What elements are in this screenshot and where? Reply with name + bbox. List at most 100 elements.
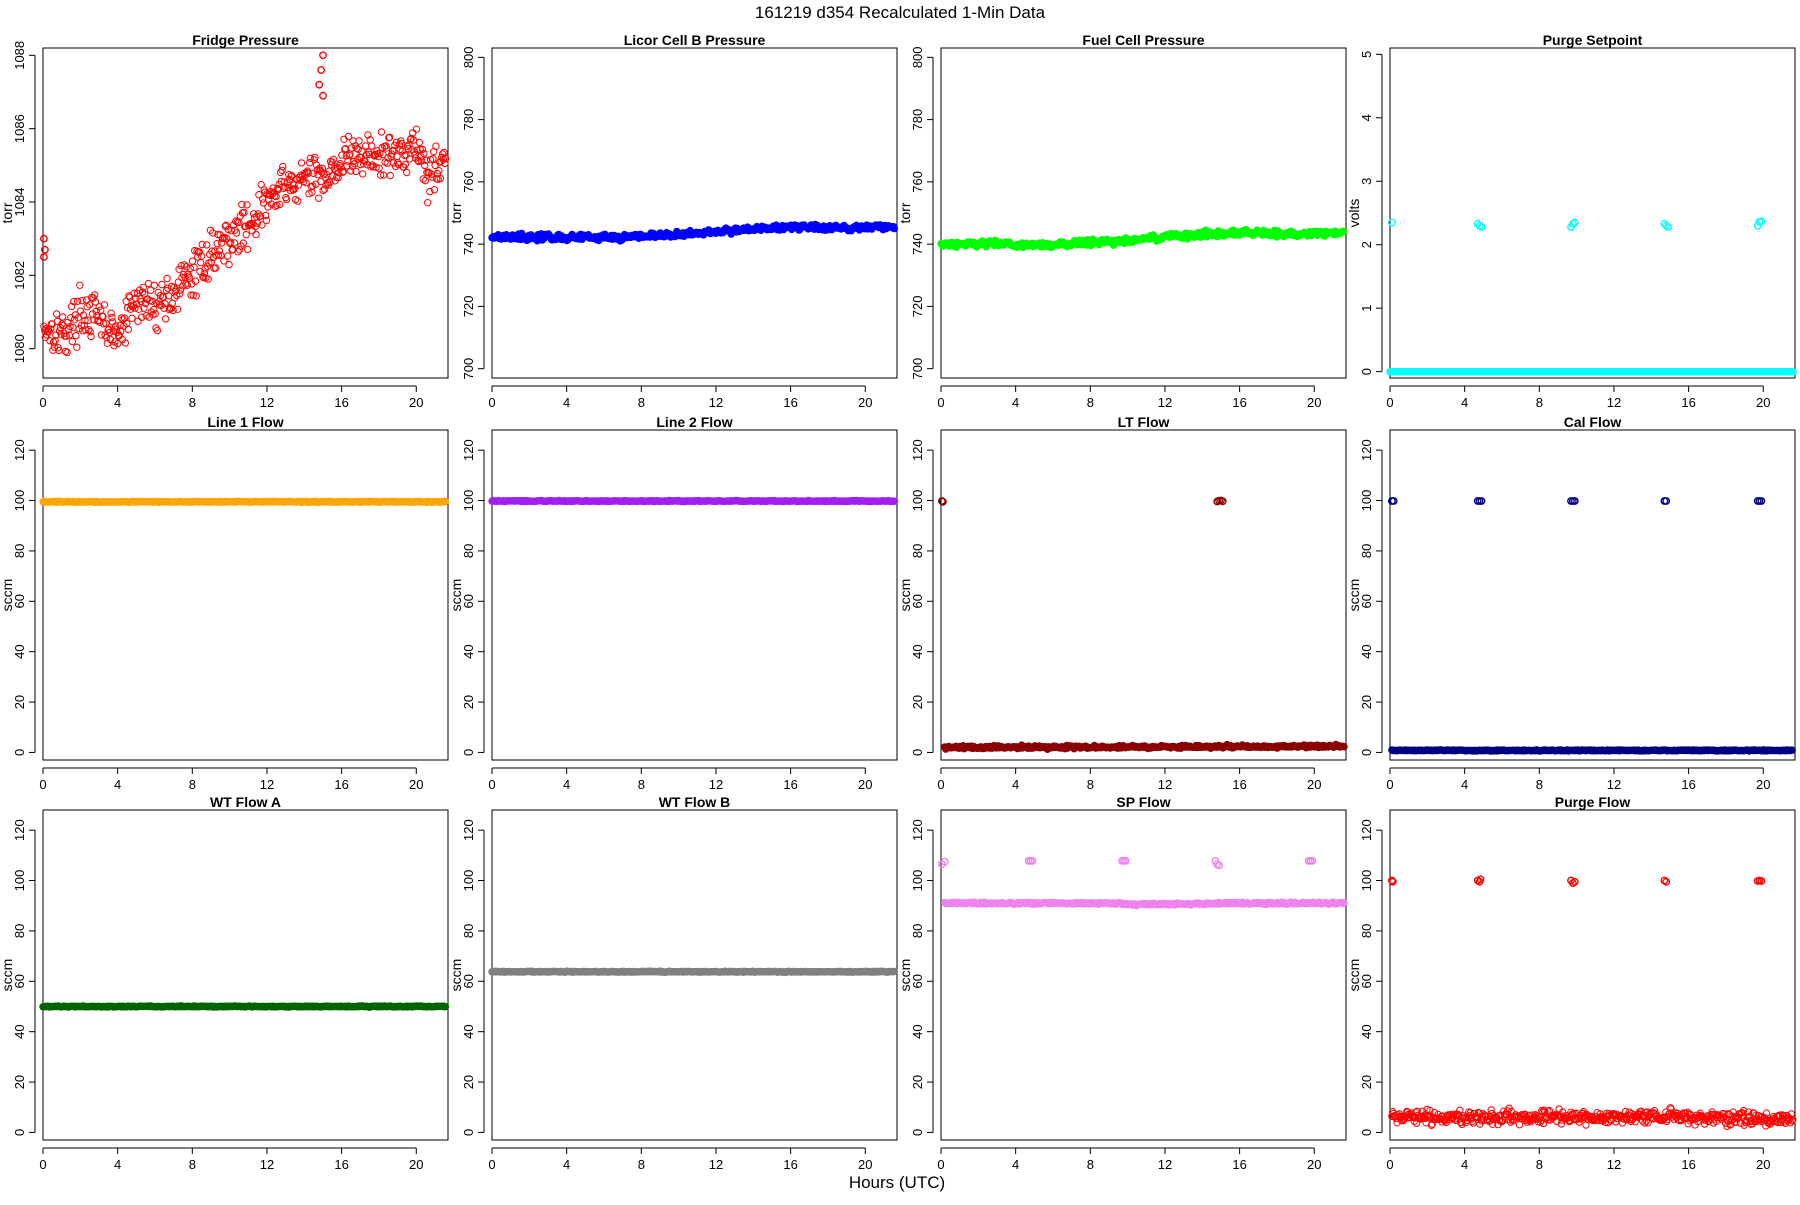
plot-frame	[1390, 430, 1795, 760]
data-point	[236, 247, 242, 253]
y-tick-label: 800	[910, 46, 925, 68]
x-tick-label: 4	[1012, 395, 1019, 410]
x-tick-label: 12	[1158, 777, 1172, 792]
x-tick-label: 8	[1087, 1157, 1094, 1172]
panel-title: Licor Cell B Pressure	[624, 32, 766, 48]
x-tick-label: 16	[334, 1157, 348, 1172]
y-tick-label: 60	[910, 974, 925, 988]
y-tick-label: 700	[910, 358, 925, 380]
y-tick-label: 80	[1359, 544, 1374, 558]
x-tick-label: 0	[488, 1157, 495, 1172]
plot-frame	[941, 810, 1346, 1140]
y-tick-label: 20	[461, 695, 476, 709]
data-point	[74, 344, 80, 350]
series-points	[489, 968, 898, 976]
x-tick-label: 0	[937, 1157, 944, 1172]
y-tick-label: 120	[910, 819, 925, 841]
x-tick-label: 12	[260, 1157, 274, 1172]
data-point	[891, 498, 897, 504]
x-tick-label: 20	[1307, 1157, 1321, 1172]
y-tick-label: 1082	[12, 261, 27, 290]
panel-title: Fuel Cell Pressure	[1082, 32, 1204, 48]
panel-title: Fridge Pressure	[192, 32, 299, 48]
x-tick-label: 16	[783, 1157, 797, 1172]
data-point	[145, 280, 151, 286]
series-points	[939, 497, 1348, 752]
plot-frame	[492, 48, 897, 378]
data-point	[442, 1003, 448, 1009]
y-tick-label: 20	[910, 1075, 925, 1089]
data-point	[159, 281, 165, 287]
y-tick-label: 760	[910, 171, 925, 193]
y-tick-label: 120	[1359, 439, 1374, 461]
y-tick-label: 80	[461, 924, 476, 938]
data-point	[41, 254, 47, 260]
x-tick-label: 0	[39, 395, 46, 410]
plot-frame	[43, 430, 448, 760]
x-tick-label: 4	[114, 777, 121, 792]
data-point	[73, 332, 79, 338]
panel-title: LT Flow	[1118, 414, 1170, 430]
data-point	[1340, 228, 1346, 234]
y-tick-label: 0	[1359, 368, 1374, 375]
x-tick-label: 0	[39, 777, 46, 792]
y-tick-label: 1	[1359, 305, 1374, 312]
data-point	[253, 231, 259, 237]
data-point	[191, 264, 197, 270]
y-tick-label: 20	[461, 1075, 476, 1089]
data-point	[125, 326, 131, 332]
series-points	[40, 1003, 449, 1011]
y-tick-label: 80	[12, 924, 27, 938]
y-tick-label: 100	[910, 870, 925, 892]
x-tick-label: 20	[1756, 395, 1770, 410]
series-points	[40, 498, 449, 506]
y-tick-label: 2	[1359, 241, 1374, 248]
y-axis-label: torr	[897, 202, 913, 223]
x-tick-label: 12	[260, 777, 274, 792]
x-tick-label: 20	[409, 395, 423, 410]
y-tick-label: 100	[1359, 490, 1374, 512]
x-tick-label: 20	[409, 777, 423, 792]
data-point	[413, 126, 419, 132]
series-points	[938, 226, 1347, 250]
data-point	[187, 265, 193, 271]
x-tick-label: 0	[1386, 395, 1393, 410]
y-tick-label: 40	[910, 1024, 925, 1038]
data-point	[280, 163, 286, 169]
x-tick-label: 16	[334, 777, 348, 792]
x-tick-label: 0	[488, 777, 495, 792]
data-point	[360, 171, 366, 177]
x-tick-label: 0	[1386, 777, 1393, 792]
data-point	[369, 143, 375, 149]
data-point	[442, 498, 448, 504]
data-point	[224, 235, 230, 241]
data-point	[1789, 747, 1795, 753]
y-tick-label: 120	[461, 819, 476, 841]
y-tick-label: 1088	[12, 41, 27, 70]
y-tick-label: 20	[12, 695, 27, 709]
data-point	[231, 240, 237, 246]
data-point	[307, 155, 313, 161]
x-tick-label: 12	[709, 1157, 723, 1172]
y-tick-label: 0	[461, 1129, 476, 1136]
y-tick-label: 20	[910, 695, 925, 709]
x-tick-label: 0	[937, 777, 944, 792]
y-tick-label: 40	[461, 1024, 476, 1038]
panel-title: WT Flow B	[659, 794, 731, 810]
data-point	[204, 242, 210, 248]
y-tick-label: 0	[12, 1129, 27, 1136]
data-point	[1572, 219, 1578, 225]
y-tick-label: 80	[910, 544, 925, 558]
y-tick-label: 60	[461, 594, 476, 608]
data-point	[425, 200, 431, 206]
data-point	[174, 306, 180, 312]
y-tick-label: 0	[910, 1129, 925, 1136]
y-tick-label: 100	[910, 490, 925, 512]
x-tick-label: 12	[1607, 395, 1621, 410]
y-tick-label: 0	[461, 749, 476, 756]
